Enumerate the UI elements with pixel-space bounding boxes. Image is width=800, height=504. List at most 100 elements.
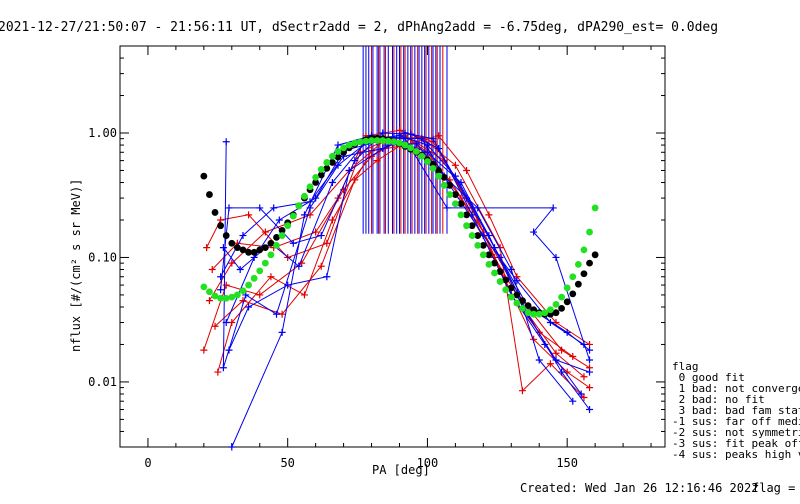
fit-point-black bbox=[256, 246, 264, 254]
fit-point-green bbox=[446, 191, 454, 198]
data-point-red bbox=[586, 384, 594, 392]
data-point-red bbox=[569, 353, 577, 361]
fit-point-black bbox=[507, 284, 515, 292]
data-point-blue bbox=[334, 161, 342, 169]
legend-entry: -2 sus: not symmetri bbox=[672, 426, 800, 439]
fit-point-black bbox=[468, 222, 476, 230]
data-point-red bbox=[317, 262, 325, 270]
data-point-blue bbox=[491, 244, 499, 252]
data-point-blue bbox=[558, 368, 566, 376]
data-point-blue bbox=[586, 406, 594, 414]
fit-point-green bbox=[273, 241, 280, 249]
fit-point-green bbox=[524, 309, 532, 317]
data-point-red bbox=[300, 291, 308, 299]
data-point-blue bbox=[586, 346, 594, 354]
fit-point-green bbox=[479, 251, 487, 259]
fit-point-green bbox=[317, 165, 325, 173]
created-timestamp: Created: Wed Jan 26 12:16:46 2022 bbox=[520, 481, 758, 495]
fit-point-green bbox=[351, 139, 359, 147]
fit-point-green bbox=[496, 278, 504, 285]
fit-point-green bbox=[552, 300, 560, 308]
data-point-red bbox=[256, 291, 264, 299]
fit-point-black bbox=[329, 159, 336, 166]
fit-point-green bbox=[396, 139, 403, 147]
fit-point-black bbox=[334, 153, 342, 161]
data-point-blue bbox=[219, 364, 227, 372]
data-point-blue bbox=[563, 328, 571, 336]
data-point-blue bbox=[423, 148, 431, 156]
data-point-blue bbox=[401, 135, 409, 143]
fit-point-green bbox=[401, 141, 409, 149]
y-tick-labels: 0.01 0.10 1.00 bbox=[88, 126, 117, 389]
fit-point-green bbox=[261, 259, 269, 267]
data-point-blue bbox=[295, 262, 303, 270]
fit-point-green bbox=[507, 293, 515, 301]
data-point-blue bbox=[577, 390, 585, 398]
data-point-blue bbox=[275, 216, 283, 224]
data-point-blue bbox=[225, 204, 233, 212]
data-point-blue bbox=[284, 281, 292, 289]
fit-point-green bbox=[586, 228, 593, 236]
data-point-red bbox=[211, 322, 219, 330]
fit-point-green bbox=[306, 183, 314, 191]
data-point-red bbox=[267, 273, 275, 281]
data-point-blue bbox=[217, 273, 225, 281]
legend-entry: -3 sus: fit peak off 9 bbox=[672, 437, 800, 450]
fit-point-green bbox=[206, 288, 213, 296]
fit-point-black bbox=[502, 276, 510, 284]
fit-point-green bbox=[547, 306, 554, 314]
fit-point-green bbox=[200, 283, 208, 291]
flag-status: flag = 0 bbox=[752, 481, 800, 495]
series-line-red bbox=[206, 136, 585, 398]
y-tick-label: 0.10 bbox=[88, 250, 117, 264]
fit-point-green bbox=[301, 192, 308, 200]
x-tick-labels: 0 50 100 150 bbox=[144, 456, 578, 470]
data-point-blue bbox=[443, 204, 451, 212]
fit-point-green bbox=[463, 222, 470, 230]
data-point-red bbox=[435, 132, 443, 140]
data-point-blue bbox=[222, 319, 230, 327]
fit-point-green bbox=[384, 137, 392, 145]
fit-point-green bbox=[457, 211, 465, 219]
fit-point-green bbox=[256, 267, 264, 275]
data-point-red bbox=[261, 228, 269, 236]
fit-point-black bbox=[222, 232, 230, 239]
fit-point-green bbox=[250, 274, 258, 282]
fit-point-black bbox=[479, 241, 487, 249]
fit-point-green bbox=[233, 291, 241, 299]
fit-point-green bbox=[491, 269, 498, 277]
fit-point-green bbox=[228, 293, 236, 301]
data-point-blue bbox=[328, 179, 336, 187]
data-point-blue bbox=[225, 346, 233, 354]
fit-point-black bbox=[261, 244, 269, 252]
fit-point-black bbox=[273, 233, 280, 241]
fit-point-green bbox=[334, 148, 342, 155]
data-point-blue bbox=[507, 266, 515, 274]
fit-point-black bbox=[317, 171, 325, 179]
fit-point-black bbox=[591, 251, 599, 259]
data-point-red bbox=[205, 297, 213, 305]
legend-entry: 2 bad: no fit bbox=[672, 393, 765, 406]
data-point-blue bbox=[278, 328, 286, 336]
y-axis-label: nflux [#/(cm² s sr MeV)] bbox=[69, 179, 83, 352]
fit-point-green bbox=[295, 202, 303, 210]
fit-point-black bbox=[513, 291, 521, 299]
data-point-blue bbox=[334, 141, 342, 149]
data-point-red bbox=[373, 157, 381, 165]
data-point-red bbox=[222, 281, 230, 289]
data-point-blue bbox=[429, 135, 437, 143]
fit-point-green bbox=[267, 251, 275, 259]
fit-point-green bbox=[284, 222, 292, 230]
x-tick-label: 50 bbox=[280, 456, 294, 470]
data-point-red bbox=[328, 216, 336, 224]
fit-point-green bbox=[418, 152, 426, 160]
series-line-blue bbox=[222, 135, 590, 373]
fit-point-green bbox=[239, 287, 247, 295]
fit-point-green bbox=[541, 309, 549, 317]
fit-point-black bbox=[217, 222, 225, 230]
fit-point-green bbox=[502, 286, 510, 294]
data-point-red bbox=[203, 244, 211, 252]
fit-point-green bbox=[513, 299, 521, 307]
fit-point-green bbox=[440, 181, 448, 189]
data-point-red bbox=[245, 211, 253, 219]
